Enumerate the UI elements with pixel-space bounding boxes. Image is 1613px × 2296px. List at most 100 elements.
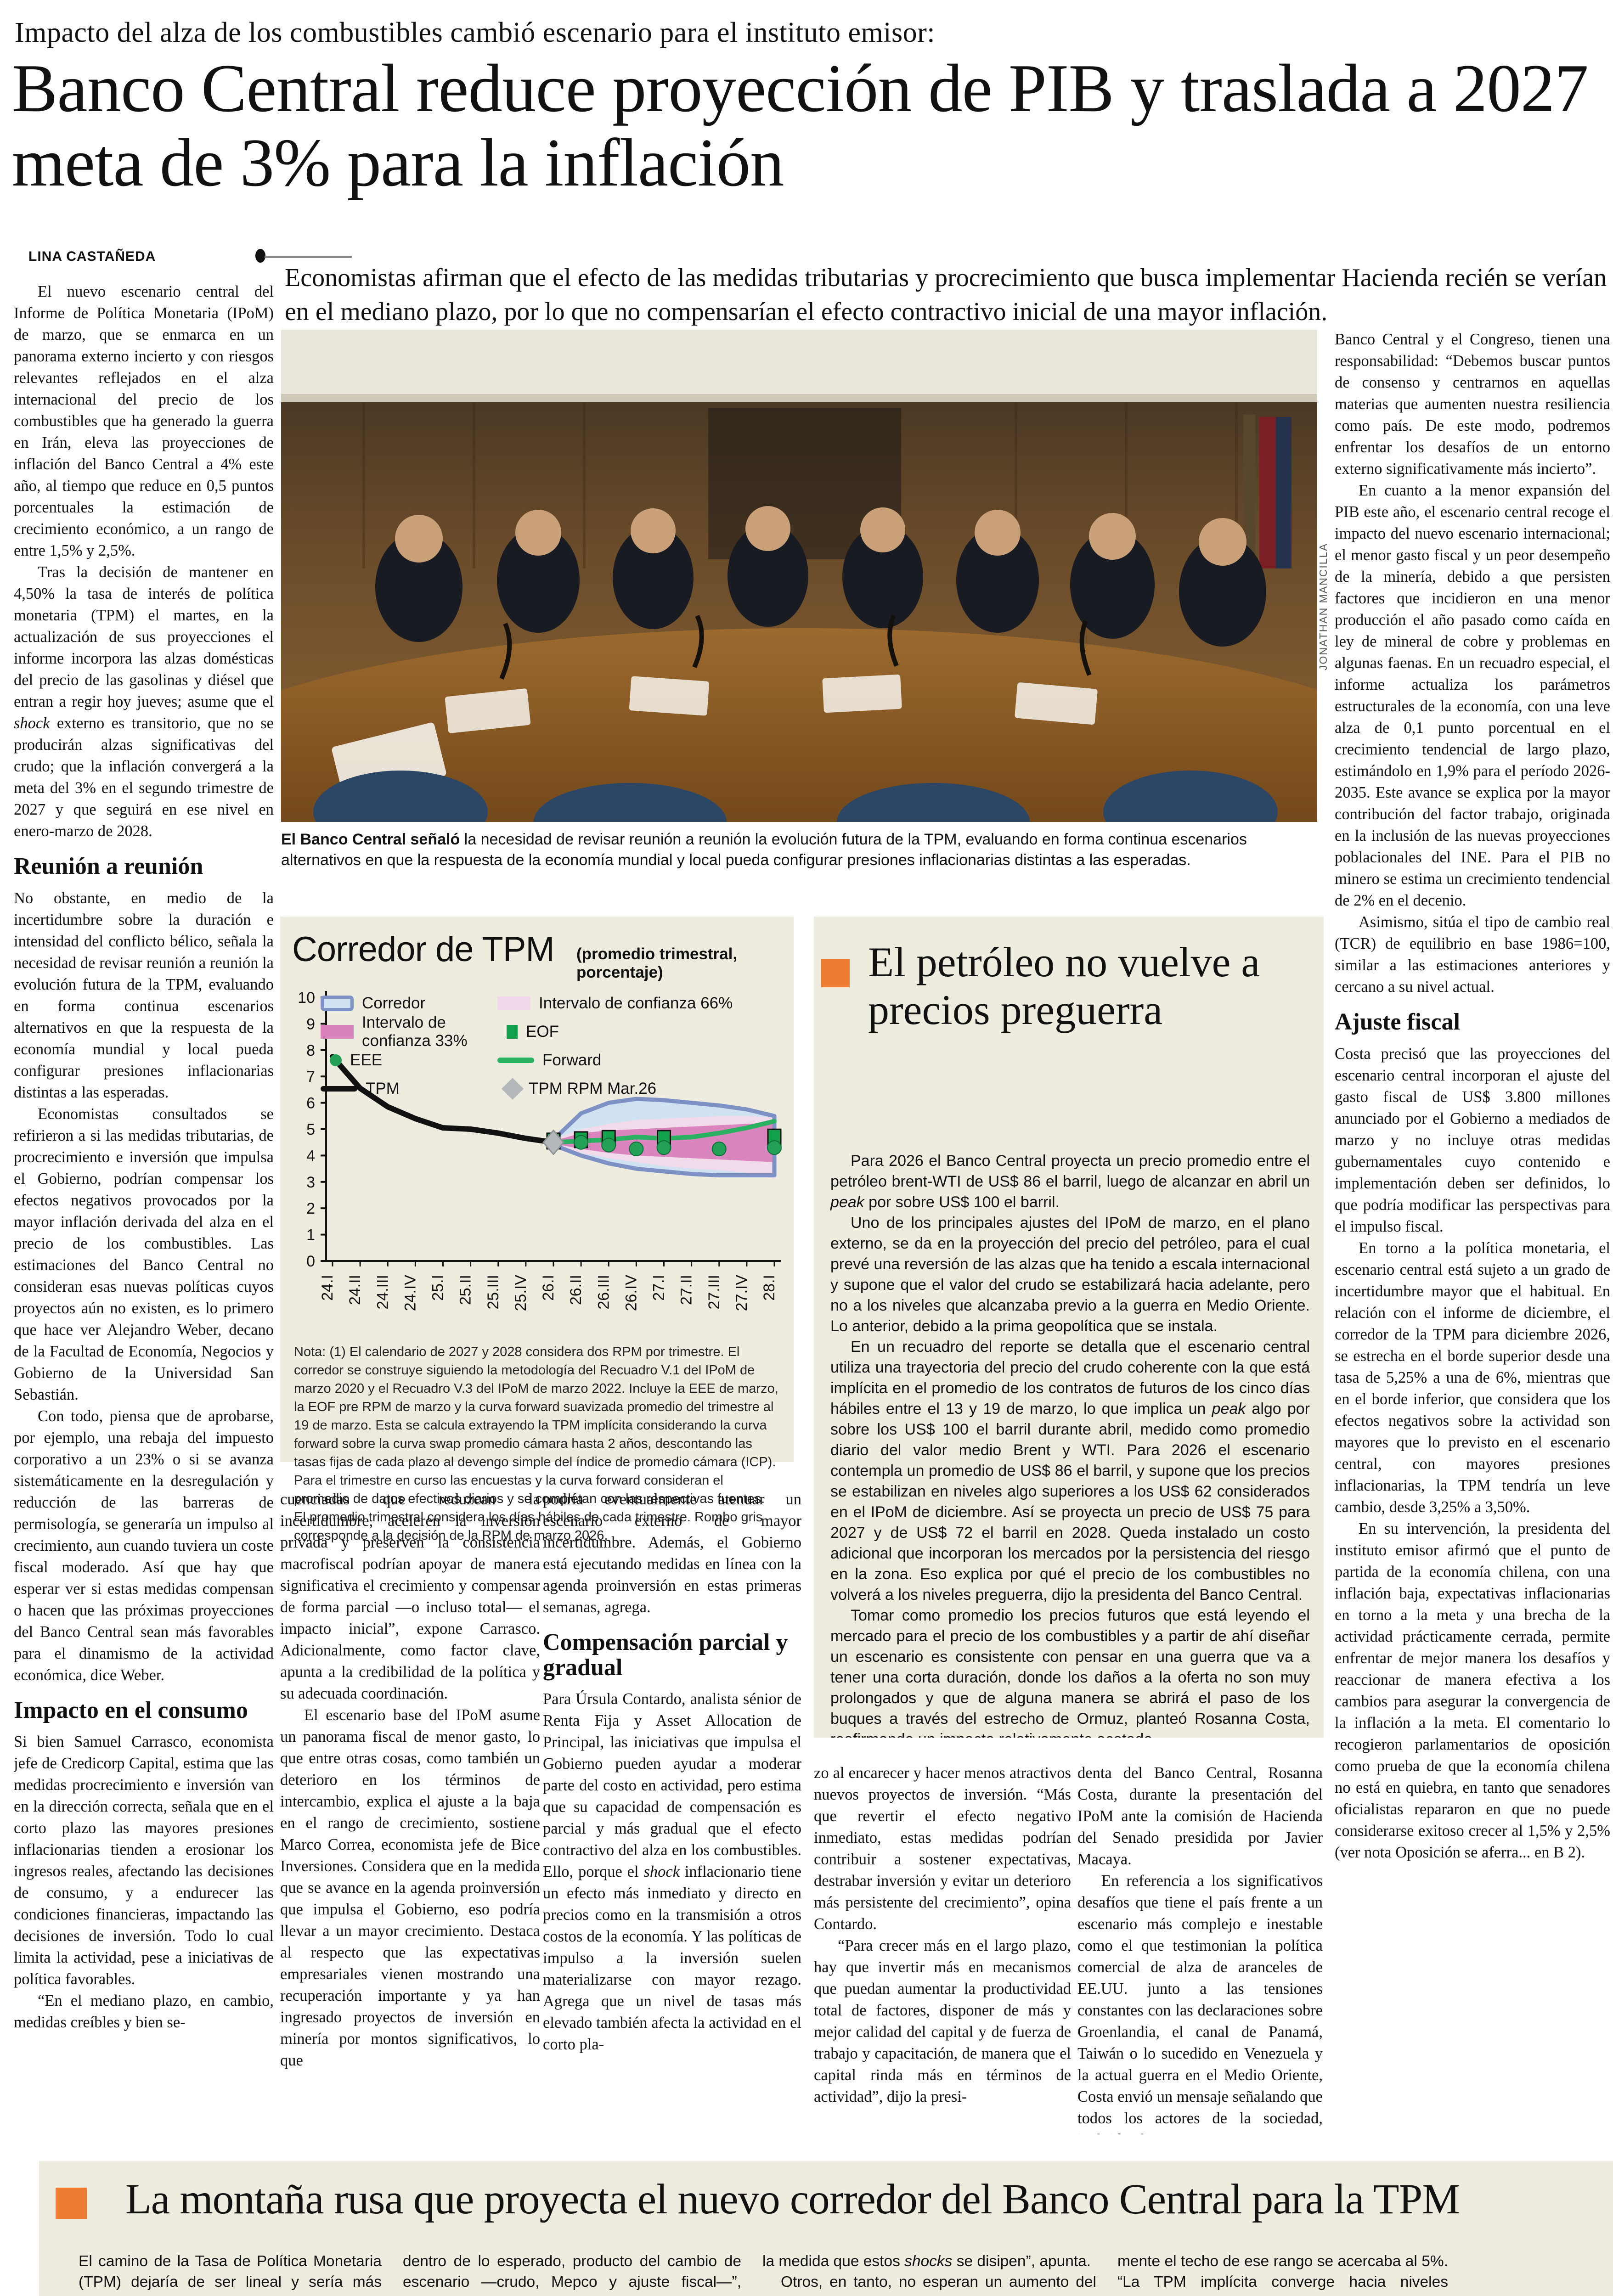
headline: Banco Central reduce proyección de PIB y… — [12, 51, 1589, 201]
chart-subtitle: (promedio trimestral, porcentaje) — [576, 945, 738, 981]
svg-text:25.I: 25.I — [429, 1275, 447, 1301]
forward-swatch-icon — [497, 1058, 534, 1063]
svg-text:27.III: 27.III — [705, 1275, 723, 1310]
paragraph: Con todo, piensa que de aprobarse, por e… — [14, 1407, 274, 1684]
paragraph: En torno a la política monetaria, el esc… — [1335, 1239, 1610, 1516]
legend-tpm: TPM — [321, 1080, 497, 1098]
section-heading: Impacto en el consumo — [14, 1697, 248, 1723]
bottom-column-3: la medida que estos shocks se disipen”, … — [762, 2251, 1096, 2296]
paragraph: Otros, en tanto, no esperan un aumento d… — [762, 2273, 1096, 2296]
svg-text:27.IV: 27.IV — [733, 1275, 750, 1311]
photo-credit: JONATHAN MANCILLA — [1317, 543, 1329, 670]
paragraph: Si bien Samuel Carrasco, economista jefe… — [14, 1733, 274, 1988]
paragraph: mente el techo de ese rango se acercaba … — [1117, 2253, 1448, 2296]
paragraph: El camino de la Tasa de Política Monetar… — [79, 2253, 382, 2296]
caption-lead: El Banco Central señaló — [281, 831, 460, 848]
svg-text:1: 1 — [306, 1227, 315, 1244]
paragraph: Tras la decisión de mantener en 4,50% la… — [14, 563, 274, 840]
chart-plot: 0 1 2 3 4 5 6 7 8 9 10 24.I 24.II 24.III 24.IV 25.I 25.I… — [298, 989, 782, 1311]
kicker: Impacto del alza de los combustibles cam… — [15, 17, 935, 48]
legend-ci33: Intervalo de confianza 33% — [321, 1013, 497, 1050]
svg-text:10: 10 — [298, 989, 315, 1007]
byline: LINA CASTAÑEDA — [28, 249, 156, 264]
svg-text:9: 9 — [306, 1015, 315, 1033]
legend-forward: Forward — [497, 1051, 784, 1069]
eee-swatch-icon — [330, 1054, 342, 1066]
section-heading: Ajuste fiscal — [1335, 1009, 1460, 1035]
chart-title: Corredor de TPM — [292, 930, 555, 969]
legend-ci66: Intervalo de confianza 66% — [497, 994, 784, 1013]
paragraph: Tomar como promedio los precios futuros … — [830, 1607, 1310, 1738]
article-column-right: Banco Central y el Congreso, tienen una … — [1335, 329, 1610, 2136]
corridor-swatch-icon — [321, 996, 354, 1011]
svg-text:0: 0 — [306, 1253, 315, 1270]
article-column-3: podría eventualmente atenuar un escenari… — [543, 1489, 801, 2132]
section-heading: Reunión a reunión — [14, 853, 203, 879]
svg-text:25.II: 25.II — [457, 1275, 474, 1305]
bottom-column-4: mente el techo de ese rango se acercaba … — [1117, 2251, 1448, 2296]
svg-text:24.II: 24.II — [346, 1275, 364, 1305]
legend-eof: EOF — [497, 1023, 784, 1041]
oil-article-title: El petróleo no vuelve a precios preguerr… — [868, 939, 1260, 1033]
paragraph: denta del Banco Central, Rosanna Costa, … — [1077, 1764, 1323, 1868]
ci33-swatch-icon — [321, 1025, 354, 1039]
chart-note: Nota: (1) El calendario de 2027 y 2028 c… — [294, 1345, 778, 1543]
svg-text:24.IV: 24.IV — [401, 1275, 419, 1311]
photo-central-bank-meeting — [281, 330, 1317, 822]
bottom-column-2: dentro de lo esperado, producto del camb… — [403, 2251, 741, 2296]
tpm-corridor-chart: Corredor de TPM (promedio trimestral, po… — [280, 917, 794, 1543]
paragraph: podría eventualmente atenuar un escenari… — [543, 1491, 801, 1616]
subhead: Economistas afirman que el efecto de las… — [285, 264, 1607, 326]
svg-text:24.I: 24.I — [319, 1275, 336, 1301]
legend-corredor: Corredor — [321, 994, 497, 1013]
article-column-5: denta del Banco Central, Rosanna Costa, … — [1077, 1762, 1323, 2134]
bottom-article-title: La montaña rusa que proyecta el nuevo co… — [125, 2176, 1460, 2223]
svg-text:26.III: 26.III — [595, 1275, 612, 1310]
paragraph: En un recuadro del reporte se detalla qu… — [830, 1338, 1310, 1604]
svg-text:25.III: 25.III — [485, 1275, 502, 1310]
paragraph: En cuanto a la menor expansión del PIB e… — [1335, 482, 1610, 909]
photo-caption: El Banco Central señaló la necesidad de … — [281, 829, 1320, 871]
orange-square-icon — [821, 959, 850, 987]
paragraph: No obstante, en medio de la incertidumbr… — [14, 889, 274, 1101]
paragraph: Banco Central y el Congreso, tienen una … — [1335, 331, 1610, 478]
svg-text:4: 4 — [306, 1147, 315, 1165]
photo-illustration — [281, 330, 1317, 822]
legend-eee: EEE — [321, 1051, 497, 1069]
diamond-swatch-icon — [501, 1077, 524, 1100]
tpm-swatch-icon — [321, 1086, 357, 1092]
legend-rpm-diamond: TPM RPM Mar.26 — [497, 1077, 784, 1100]
paragraph: Costa precisó que las proyecciones del e… — [1335, 1045, 1610, 1235]
oil-article-body: Para 2026 el Banco Central proyecta un p… — [830, 1151, 1310, 1738]
bottom-article-box: La montaña rusa que proyecta el nuevo co… — [39, 2161, 1613, 2296]
paragraph: El nuevo escenario central del Informe d… — [14, 283, 274, 559]
svg-text:27.II: 27.II — [678, 1275, 695, 1305]
paragraph: “En el mediano plazo, en cambio, medidas… — [14, 1992, 274, 2032]
orange-square-icon — [56, 2188, 87, 2219]
paragraph: dentro de lo esperado, producto del camb… — [403, 2253, 741, 2296]
svg-text:2: 2 — [306, 1200, 315, 1217]
microphones-icons — [499, 614, 1092, 680]
paragraph: zo al encarecer y hacer menos atractivos… — [814, 1764, 1071, 1933]
svg-text:27.I: 27.I — [650, 1275, 668, 1301]
svg-text:3: 3 — [306, 1174, 315, 1191]
paragraph: En referencia a los significativos desaf… — [1077, 1872, 1323, 2134]
paragraph: El escenario base del IPoM asume un pano… — [280, 1706, 540, 2069]
byline-divider — [255, 249, 352, 263]
svg-text:25.IV: 25.IV — [512, 1275, 530, 1311]
article-column-1: El nuevo escenario central del Informe d… — [14, 281, 274, 2136]
section-heading: Compensación parcial y gradual — [543, 1629, 788, 1681]
flags-icon — [1243, 415, 1292, 571]
chart-legend: Corredor Intervalo de confianza 66% Inte… — [321, 989, 784, 1103]
svg-text:5: 5 — [306, 1121, 315, 1138]
svg-text:7: 7 — [306, 1068, 315, 1086]
paragraph: la medida que estos shocks se disipen”, … — [762, 2253, 1091, 2270]
paragraph: En su intervención, la presidenta del in… — [1335, 1519, 1610, 1861]
people-icons — [375, 506, 1266, 647]
paragraph: Uno de los principales ajustes del IPoM … — [830, 1214, 1310, 1335]
svg-text:8: 8 — [306, 1042, 315, 1059]
ci66-swatch-icon — [497, 996, 530, 1010]
svg-text:28.I: 28.I — [761, 1275, 778, 1301]
svg-text:26.II: 26.II — [567, 1275, 585, 1305]
